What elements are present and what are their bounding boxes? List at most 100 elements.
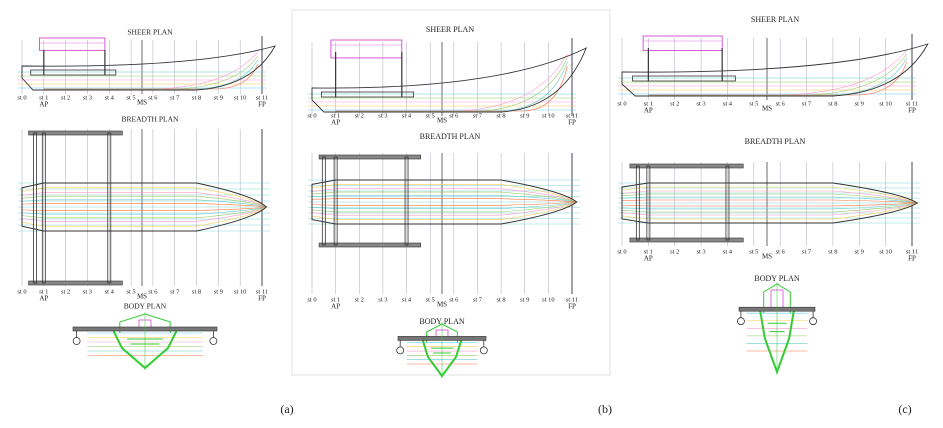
station-label: st 2: [355, 296, 364, 303]
float: [397, 347, 404, 354]
station-label: st 3: [83, 94, 92, 101]
station-label: st 7: [170, 94, 180, 101]
station-label: st 8: [828, 100, 837, 107]
station-label: st 9: [214, 94, 223, 101]
station-label: st 7: [802, 100, 812, 107]
marker-label: AP: [644, 107, 653, 115]
station-label: st 7: [473, 112, 483, 119]
buttock-line: [336, 58, 568, 111]
station-label: st 9: [520, 112, 529, 119]
station-label: st 6: [148, 288, 158, 295]
station-label: st 4: [105, 94, 115, 101]
buttock-line: [648, 58, 906, 95]
marker-label: AP: [39, 295, 48, 303]
float: [737, 318, 744, 325]
station-label: st 2: [61, 288, 70, 295]
station-label: st 9: [855, 100, 864, 107]
buttock-line: [44, 52, 258, 89]
station-label: st 5: [749, 100, 758, 107]
station-label: st 3: [83, 288, 92, 295]
station-label: st 0: [617, 100, 626, 107]
cabin: [643, 36, 722, 51]
frame-post: [34, 133, 37, 283]
caption: (a): [280, 402, 293, 416]
hull-profile: [22, 46, 275, 90]
station-label: st 0: [307, 296, 316, 303]
station-label: st 5: [426, 296, 435, 303]
station-label: st 9: [855, 248, 864, 255]
station-label: st 3: [378, 296, 387, 303]
marker-label: MS: [437, 117, 447, 125]
station-label: st 0: [17, 288, 26, 295]
station-label: st 7: [170, 288, 180, 295]
buttock-line: [336, 66, 568, 111]
station-label: st 8: [192, 288, 201, 295]
marker-label: MS: [137, 99, 147, 107]
plan-title: SHEER PLAN: [127, 28, 173, 37]
cabin: [39, 38, 104, 50]
station-label: st 5: [426, 112, 435, 119]
marker-label: AP: [39, 101, 48, 109]
station-label: st 5: [126, 288, 135, 295]
buttock-line: [648, 50, 906, 95]
cabin: [331, 40, 402, 58]
marker-label: MS: [137, 293, 147, 301]
station-label: st 8: [496, 296, 505, 303]
station-label: st 4: [402, 296, 412, 303]
station-label: st 10: [234, 94, 246, 101]
station-label: st 8: [192, 94, 201, 101]
station-label: st 7: [802, 248, 812, 255]
station-label: st 10: [542, 296, 554, 303]
station-label: st 8: [828, 248, 837, 255]
station-label: st 7: [473, 296, 483, 303]
float: [480, 347, 487, 354]
station-label: st 6: [449, 112, 459, 119]
buttock-line: [336, 54, 568, 111]
station-label: st 3: [696, 100, 705, 107]
station-label: st 9: [214, 288, 223, 295]
station-label: st 10: [542, 112, 554, 119]
station-label: st 0: [307, 112, 316, 119]
station-label: st 6: [449, 296, 459, 303]
marker-label: FP: [908, 255, 916, 263]
station-label: st 6: [148, 94, 158, 101]
station-label: st 2: [355, 112, 364, 119]
figure: SHEER PLANBREADTH PLANBODY PLANst 0st 1s…: [0, 0, 943, 428]
plan-title: BODY PLAN: [124, 302, 167, 311]
marker-label: FP: [568, 119, 576, 127]
float: [210, 338, 217, 345]
station-label: st 4: [105, 288, 115, 295]
marker-label: MS: [762, 253, 772, 261]
station-label: st 0: [17, 94, 26, 101]
marker-label: FP: [568, 303, 576, 311]
hull-profile: [622, 44, 928, 96]
plan-title: SHEER PLAN: [426, 25, 474, 34]
station-label: st 10: [879, 100, 891, 107]
station-label: st 4: [723, 100, 733, 107]
marker-label: MS: [762, 105, 772, 113]
station-label: st 10: [879, 248, 891, 255]
caption: (b): [598, 402, 612, 416]
station-label: st 4: [723, 248, 733, 255]
frame-post: [322, 157, 325, 245]
station-label: st 2: [670, 248, 679, 255]
station-label: st 6: [776, 100, 786, 107]
station-label: st 4: [402, 112, 412, 119]
plan-title: BREADTH PLAN: [420, 132, 481, 141]
marker-label: AP: [331, 303, 340, 311]
marker-label: FP: [908, 107, 916, 115]
station-label: st 2: [61, 94, 70, 101]
marker-label: AP: [644, 255, 653, 263]
plan-title: BODY PLAN: [754, 274, 799, 283]
float: [810, 318, 817, 325]
station-label: st 10: [234, 288, 246, 295]
plan-title: SHEER PLAN: [751, 15, 799, 24]
station-label: st 0: [617, 248, 626, 255]
marker-label: FP: [258, 295, 266, 303]
plan-title: BREADTH PLAN: [745, 137, 806, 146]
station-label: st 3: [378, 112, 387, 119]
marker-label: FP: [258, 101, 266, 109]
station-label: st 2: [670, 100, 679, 107]
station-label: st 5: [126, 94, 135, 101]
plan-title: BREADTH PLAN: [122, 115, 179, 124]
